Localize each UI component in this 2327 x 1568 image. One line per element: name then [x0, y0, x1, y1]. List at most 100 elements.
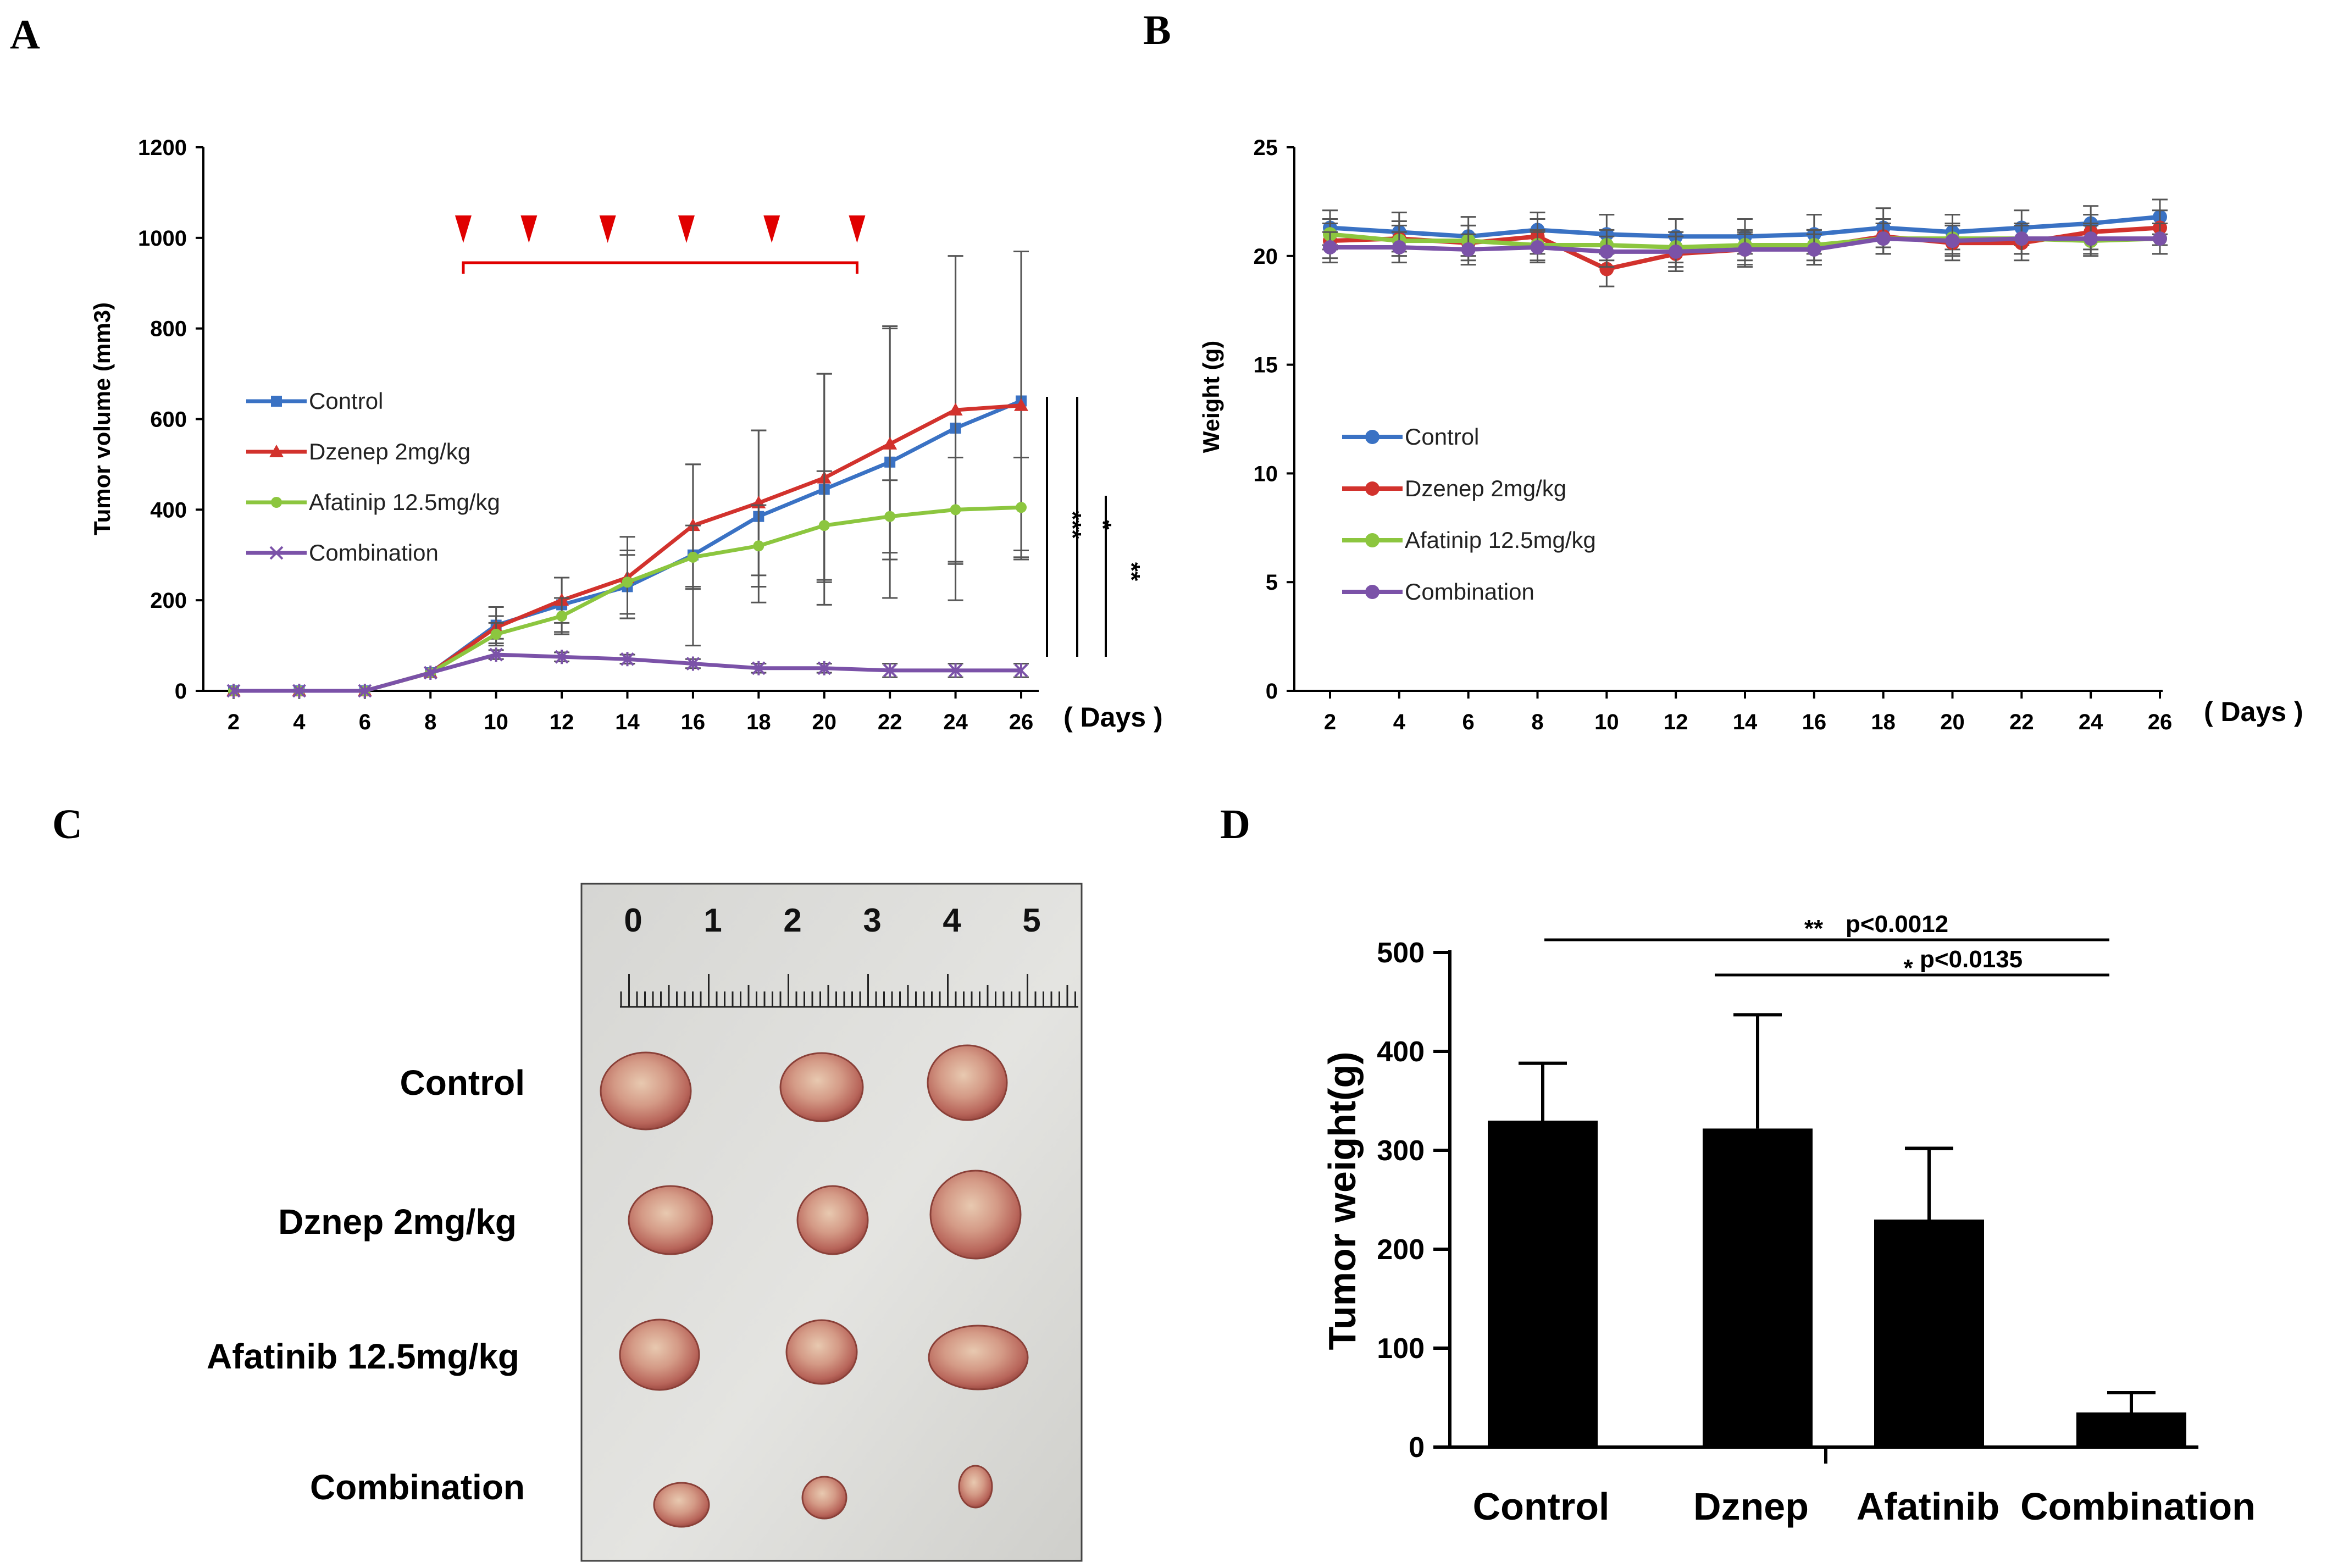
x-tick-label: 26 [2148, 710, 2173, 734]
panel-c-row-labels: Control Dznep 2mg/kg Afatinib 12.5mg/kg Com… [207, 1063, 525, 1507]
panel-a-tumor-volume-chart: Tumor volume (mm3) 0 200 400 600 800 1000 1200… [89, 136, 1163, 734]
y-tick-label: 200 [1377, 1234, 1425, 1266]
bar-dznep [1703, 1128, 1813, 1447]
legend-label-dzenep: Dzenep 2mg/kg [309, 439, 470, 464]
data-point [1530, 240, 1545, 254]
data-point [622, 577, 633, 588]
x-tick-label: 6 [359, 710, 371, 734]
tumor-specimen [929, 1170, 1022, 1260]
x-tick-label: 24 [943, 710, 968, 734]
data-point [883, 436, 897, 450]
y-tick-label: 100 [1377, 1333, 1425, 1365]
x-tick-label: 16 [681, 710, 706, 734]
y-tick-label: 5 [1266, 570, 1278, 595]
data-point [751, 661, 766, 675]
y-tick-label: 200 [150, 589, 187, 613]
tumor-specimen [927, 1044, 1008, 1121]
x-tick-label: 22 [2009, 710, 2034, 734]
legend-label-afatinib: Afatinip 12.5mg/kg [1405, 527, 1596, 553]
tumor-specimen [628, 1185, 713, 1255]
x-tick-label: 20 [1940, 710, 1965, 734]
data-point [948, 403, 963, 416]
x-tick-label: 26 [1009, 710, 1034, 734]
data-point [226, 684, 241, 698]
y-tick-label: 20 [1254, 245, 1278, 269]
significance-stars: *** [1059, 511, 1086, 539]
data-point [2153, 231, 2167, 246]
y-tick-label: 400 [1377, 1036, 1425, 1068]
category-label: Control [1473, 1485, 1610, 1528]
panel-b-series [1322, 198, 2168, 287]
x-tick-label: 6 [1462, 710, 1475, 734]
data-point [950, 504, 961, 516]
treatment-arrow [849, 215, 866, 243]
x-tick-label: 12 [550, 710, 574, 734]
panel-label-a: A [10, 12, 40, 58]
row-label: Afatinib 12.5mg/kg [207, 1337, 519, 1376]
legend-label-combination: Combination [1405, 579, 1534, 605]
tumor-specimen [796, 1185, 869, 1255]
panel-label-b: B [1143, 7, 1171, 53]
data-point [556, 611, 568, 622]
ruler-number: 4 [943, 902, 961, 939]
legend-label-afatinib: Afatinip 12.5mg/kg [309, 489, 500, 515]
x-tick-label: 8 [1531, 710, 1543, 734]
data-point [490, 628, 502, 640]
x-tick-label: 2 [1324, 710, 1336, 734]
treatment-bracket [462, 261, 858, 274]
panel-b-legend: Control Dzenep 2mg/kg Afatinip 12.5mg/kg Co… [1342, 424, 1596, 605]
legend-marker [1365, 481, 1379, 496]
x-tick-label: 14 [1733, 710, 1758, 734]
data-point [2084, 231, 2098, 246]
data-point [1669, 244, 1683, 259]
y-tick-label: 600 [150, 408, 187, 432]
ruler-number: 3 [863, 902, 881, 939]
y-tick-label: 0 [1266, 679, 1278, 703]
legend-marker [269, 546, 284, 560]
panel-c-tumor-photo: Control Dznep 2mg/kg Afatinib 12.5mg/kg Com… [207, 883, 1083, 1562]
y-tick-label: 400 [150, 498, 187, 522]
legend-marker [269, 445, 284, 457]
legend-label-combination: Combination [309, 540, 439, 566]
treatment-arrow [763, 215, 780, 243]
tumor-specimen [653, 1482, 710, 1528]
legend-marker [271, 497, 282, 508]
data-point [818, 520, 830, 531]
row-label: Dznep 2mg/kg [278, 1202, 517, 1242]
legend-label-dzenep: Dzenep 2mg/kg [1405, 475, 1566, 501]
x-tick-label: 24 [2079, 710, 2103, 734]
panel-d-bars: Control Dznep Afatinib Combination [1473, 1013, 2256, 1528]
treatment-arrow [520, 215, 538, 243]
bar-combination [2076, 1412, 2186, 1447]
y-tick-label: 25 [1254, 136, 1278, 160]
panel-a-significance: *** *** [1046, 397, 1145, 657]
data-point [1599, 262, 1614, 276]
y-tick-label: 300 [1377, 1135, 1425, 1167]
significance-stars: * [1089, 520, 1116, 530]
treatment-arrow [678, 215, 695, 243]
panel-a-treatment-markers [455, 215, 866, 274]
bar-control [1488, 1121, 1598, 1447]
data-point [884, 511, 896, 522]
data-point [949, 663, 962, 678]
data-point [555, 650, 569, 664]
x-tick-label: 18 [746, 710, 771, 734]
data-point [753, 540, 764, 552]
data-point [1461, 242, 1476, 257]
panel-d-tumor-weight-chart: Tumor weight(g) 0 100 200 300 400 500 Control… [1321, 911, 2256, 1528]
panel-label-d: D [1220, 801, 1250, 847]
x-tick-label: 2 [228, 710, 240, 734]
legend-label-control: Control [1405, 424, 1479, 450]
x-tick-label: 16 [1802, 710, 1827, 734]
legend-label-control: Control [309, 388, 383, 414]
x-tick-label: 8 [424, 710, 436, 734]
data-point [1945, 234, 1960, 248]
data-point [883, 663, 897, 678]
tumor-specimen [958, 1465, 993, 1509]
data-point [1738, 242, 1752, 257]
y-tick-label: 1000 [138, 226, 187, 251]
